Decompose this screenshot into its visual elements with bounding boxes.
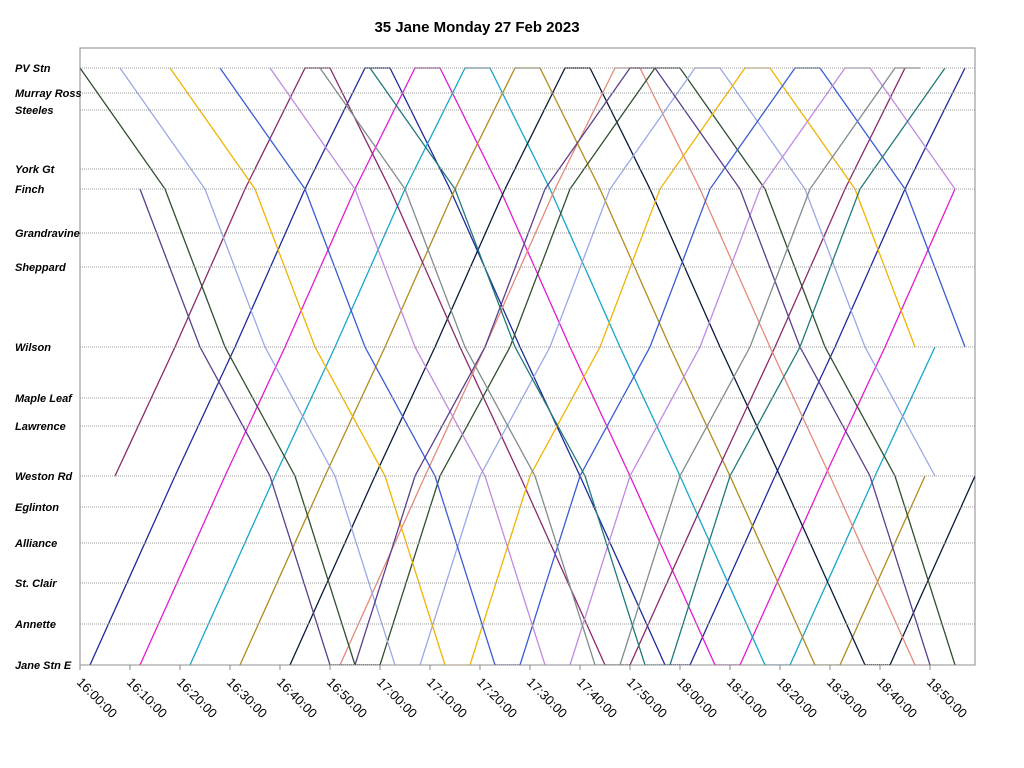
x-tick-label: 17:30:00 — [524, 675, 570, 721]
vehicle-trace — [269, 67, 956, 665]
chart-title: 35 Jane Monday 27 Feb 2023 — [374, 19, 579, 36]
x-tick-label: 16:20:00 — [174, 675, 220, 721]
y-tick-label: Murray Ross — [15, 88, 82, 100]
x-tick-label: 18:00:00 — [674, 675, 720, 721]
vehicle-trace — [319, 67, 920, 665]
y-tick-label: Steeles — [15, 105, 54, 117]
y-tick-label: Jane Stn E — [15, 660, 72, 672]
vehicle-trace — [289, 67, 975, 665]
vehicle-trace — [239, 67, 926, 665]
y-tick-label: Grandravine — [15, 228, 80, 240]
y-tick-label: Weston Rd — [15, 471, 73, 483]
x-tick-label: 17:50:00 — [624, 675, 670, 721]
x-tick-label: 18:40:00 — [874, 675, 920, 721]
vehicle-trace — [119, 67, 936, 665]
y-tick-label: Alliance — [14, 538, 57, 550]
vehicle-trace — [369, 67, 946, 665]
y-tick-label: Annette — [14, 619, 56, 631]
x-tick-label: 16:40:00 — [274, 675, 320, 721]
vehicle-trace — [169, 67, 916, 665]
y-tick-label: St. Clair — [15, 578, 57, 590]
x-tick-label: 17:20:00 — [474, 675, 520, 721]
y-tick-label: Lawrence — [15, 421, 66, 433]
y-tick-label: Finch — [15, 184, 45, 196]
x-tick-label: 18:10:00 — [724, 675, 770, 721]
y-tick-label: Wilson — [15, 342, 51, 354]
x-tick-label: 16:00:00 — [74, 675, 120, 721]
y-tick-label: Maple Leaf — [15, 393, 73, 405]
x-tick-label: 18:50:00 — [924, 675, 970, 721]
x-tick-label: 18:30:00 — [824, 675, 870, 721]
x-tick-label: 16:10:00 — [124, 675, 170, 721]
plot-border — [79, 47, 976, 666]
vehicle-trace — [89, 67, 966, 665]
x-tick-label: 16:50:00 — [324, 675, 370, 721]
plot-area — [80, 67, 975, 665]
x-tick-label: 17:00:00 — [374, 675, 420, 721]
x-tick-label: 17:40:00 — [574, 675, 620, 721]
x-tick-label: 17:10:00 — [424, 675, 470, 721]
y-tick-label: Sheppard — [15, 262, 66, 274]
x-tick-label: 18:20:00 — [774, 675, 820, 721]
y-tick-label: PV Stn — [15, 63, 51, 75]
x-tick-label: 16:30:00 — [224, 675, 270, 721]
y-tick-label: York Gt — [15, 164, 56, 176]
y-tick-label: Eglinton — [15, 502, 59, 514]
